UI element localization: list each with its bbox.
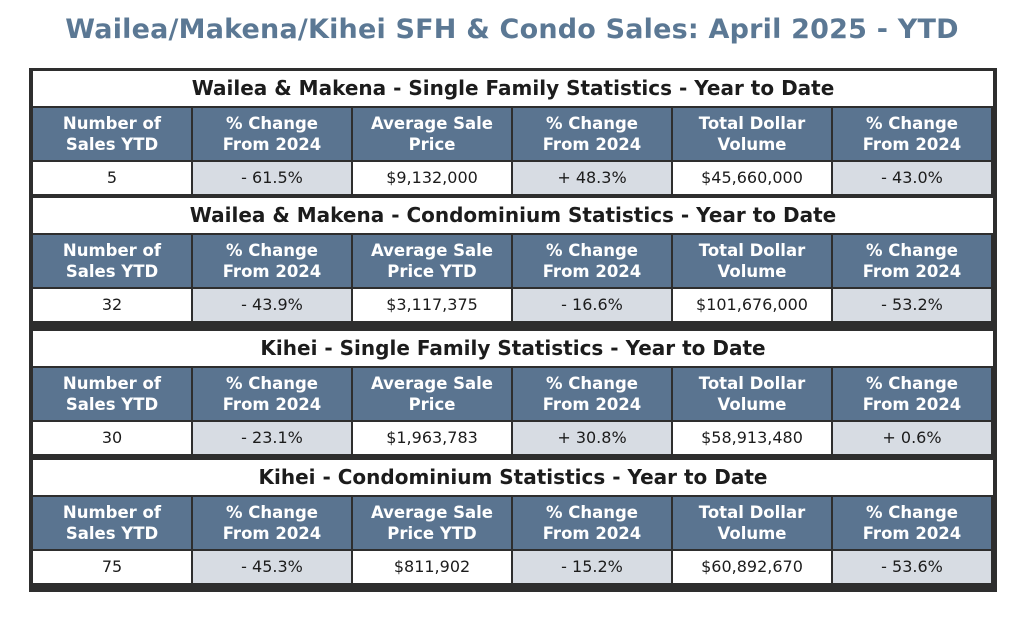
value-cell: - 43.0% bbox=[833, 162, 991, 194]
value-cell: $1,963,783 bbox=[353, 422, 511, 454]
column-header: Number of Sales YTD bbox=[33, 235, 191, 287]
column-header: % Change From 2024 bbox=[193, 368, 351, 420]
section-title: Kihei - Condominium Statistics - Year to… bbox=[33, 460, 993, 495]
column-header: Number of Sales YTD bbox=[33, 108, 191, 160]
value-cell: - 23.1% bbox=[193, 422, 351, 454]
stats-table: Number of Sales YTD % Change From 2024 A… bbox=[33, 368, 993, 454]
value-cell: $58,913,480 bbox=[673, 422, 831, 454]
value-cell: $811,902 bbox=[353, 551, 511, 583]
column-header: % Change From 2024 bbox=[513, 497, 671, 549]
section-title: Wailea & Makena - Condominium Statistics… bbox=[33, 198, 993, 233]
section-title: Wailea & Makena - Single Family Statisti… bbox=[33, 71, 993, 106]
value-cell: 75 bbox=[33, 551, 191, 583]
value-cell: - 16.6% bbox=[513, 289, 671, 321]
value-cell: 5 bbox=[33, 162, 191, 194]
column-header: % Change From 2024 bbox=[513, 368, 671, 420]
value-cell: 32 bbox=[33, 289, 191, 321]
column-header: % Change From 2024 bbox=[193, 235, 351, 287]
column-header: Total Dollar Volume bbox=[673, 108, 831, 160]
column-header: Number of Sales YTD bbox=[33, 497, 191, 549]
column-header: % Change From 2024 bbox=[833, 368, 991, 420]
stats-section-wailea-makena-single-family: Wailea & Makena - Single Family Statisti… bbox=[32, 71, 994, 194]
page-title: Wailea/Makena/Kihei SFH & Condo Sales: A… bbox=[65, 14, 959, 45]
value-cell: + 48.3% bbox=[513, 162, 671, 194]
value-cell: - 53.2% bbox=[833, 289, 991, 321]
value-cell: $45,660,000 bbox=[673, 162, 831, 194]
column-header: Number of Sales YTD bbox=[33, 368, 191, 420]
value-cell: - 15.2% bbox=[513, 551, 671, 583]
value-cell: + 0.6% bbox=[833, 422, 991, 454]
value-cell: - 43.9% bbox=[193, 289, 351, 321]
column-header: % Change From 2024 bbox=[513, 235, 671, 287]
column-header: Total Dollar Volume bbox=[673, 235, 831, 287]
column-header: % Change From 2024 bbox=[833, 235, 991, 287]
value-cell: 30 bbox=[33, 422, 191, 454]
value-cell: - 45.3% bbox=[193, 551, 351, 583]
column-header: % Change From 2024 bbox=[193, 497, 351, 549]
value-cell: $9,132,000 bbox=[353, 162, 511, 194]
statistics-tables: Wailea & Makena - Single Family Statisti… bbox=[29, 68, 997, 592]
column-header: % Change From 2024 bbox=[833, 497, 991, 549]
column-header: Average Sale Price YTD bbox=[353, 497, 511, 549]
column-header: % Change From 2024 bbox=[193, 108, 351, 160]
stats-section-kihei-condominium: Kihei - Condominium Statistics - Year to… bbox=[32, 460, 994, 583]
stats-section-kihei-single-family: Kihei - Single Family Statistics - Year … bbox=[32, 331, 994, 454]
column-header: Average Sale Price YTD bbox=[353, 235, 511, 287]
column-header: Average Sale Price bbox=[353, 368, 511, 420]
value-cell: - 61.5% bbox=[193, 162, 351, 194]
value-cell: + 30.8% bbox=[513, 422, 671, 454]
column-header: Average Sale Price bbox=[353, 108, 511, 160]
value-cell: $60,892,670 bbox=[673, 551, 831, 583]
value-cell: $3,117,375 bbox=[353, 289, 511, 321]
column-header: Total Dollar Volume bbox=[673, 497, 831, 549]
stats-table: Number of Sales YTD % Change From 2024 A… bbox=[33, 108, 993, 194]
value-cell: - 53.6% bbox=[833, 551, 991, 583]
value-cell: $101,676,000 bbox=[673, 289, 831, 321]
column-header: Total Dollar Volume bbox=[673, 368, 831, 420]
section-title: Kihei - Single Family Statistics - Year … bbox=[33, 331, 993, 366]
column-header: % Change From 2024 bbox=[833, 108, 991, 160]
stats-section-wailea-makena-condominium: Wailea & Makena - Condominium Statistics… bbox=[32, 198, 994, 321]
stats-table: Number of Sales YTD % Change From 2024 A… bbox=[33, 497, 993, 583]
column-header: % Change From 2024 bbox=[513, 108, 671, 160]
stats-table: Number of Sales YTD % Change From 2024 A… bbox=[33, 235, 993, 321]
